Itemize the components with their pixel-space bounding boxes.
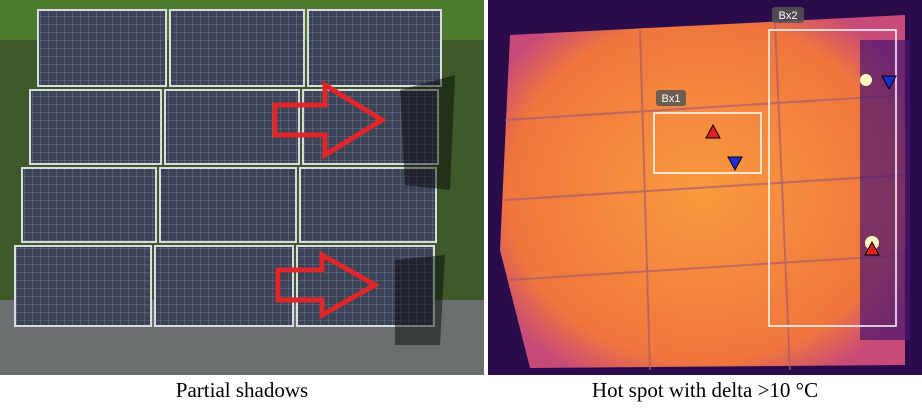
- box-label: Bx1: [662, 93, 681, 105]
- solar-panel: [170, 10, 304, 86]
- solar-panel: [22, 168, 156, 242]
- caption: Hot spot with delta >10 °C: [592, 378, 818, 402]
- solar-panel: [160, 168, 296, 242]
- solar-panel: [155, 246, 293, 326]
- figure: Bx1 Bx2 Partial shadows Hot spot with de…: [0, 0, 922, 409]
- solar-panel: [308, 10, 441, 86]
- solar-panel: [30, 90, 161, 164]
- left-photo: [0, 0, 484, 375]
- solar-panel: [38, 10, 166, 86]
- box-label: Bx2: [779, 10, 798, 22]
- solar-panel: [15, 246, 151, 326]
- solar-panel: [165, 90, 299, 164]
- thermal-image: Bx1 Bx2: [488, 0, 922, 375]
- caption: Partial shadows: [176, 378, 308, 402]
